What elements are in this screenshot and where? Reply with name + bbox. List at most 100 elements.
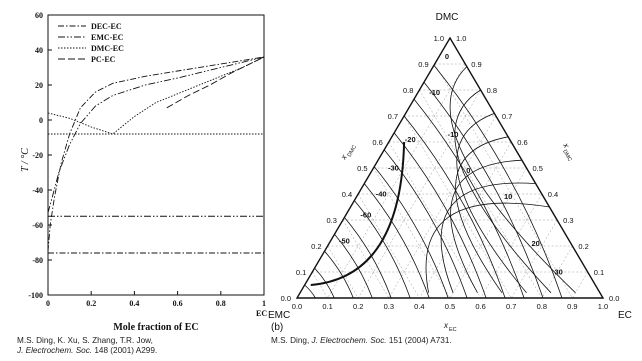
right-edge-tick: 1.0 [456, 34, 466, 43]
bottom-edge-tick: 0.3 [384, 302, 394, 311]
right-edge-tick: 0.3 [563, 216, 573, 225]
y-tick-label: 20 [35, 81, 43, 90]
left-edge-tick: 0.2 [311, 242, 321, 251]
svg-text:DMC: DMC [561, 149, 572, 163]
ternary-axis-label-right: x DMC [561, 141, 573, 163]
series-line-pc-ec [166, 56, 265, 109]
left-edge-tick: 0.9 [418, 60, 428, 69]
isotherm-line [413, 98, 525, 299]
grid-line [572, 271, 588, 299]
svg-text:x: x [443, 321, 449, 330]
bottom-edge-tick: 0.5 [445, 302, 455, 311]
series-lines [47, 56, 265, 254]
x-tick-label: 1 [262, 299, 266, 308]
right-edge-tick: 0.8 [487, 86, 497, 95]
left-edge-tick: 1.0 [434, 34, 444, 43]
isotherm-line [433, 65, 563, 299]
left-citation-line2: J. Electrochem. Soc. 148 (2001) A299. [17, 346, 157, 356]
bottom-edge-tick: 0.8 [537, 302, 547, 311]
svg-text:EC: EC [449, 327, 457, 333]
y-tick-label: 40 [35, 46, 43, 55]
isotherm-label: 20 [532, 239, 540, 248]
ternary-triangle [295, 36, 605, 299]
x-tick-label: 0.6 [173, 299, 183, 308]
isotherm-line [324, 250, 354, 299]
y-tick-label: 0 [39, 116, 43, 125]
right-edge-tick: 0.2 [578, 242, 588, 251]
y-tick-label: 60 [35, 11, 43, 20]
vertex-label-emc: EMC [268, 310, 290, 321]
right-edge-tick: 0.4 [548, 190, 558, 199]
grid-line [480, 193, 543, 299]
x-tick-label: 0 [46, 299, 50, 308]
y-tick-label: -60 [32, 221, 43, 230]
isotherm-line [454, 89, 552, 294]
isotherm-line [334, 234, 373, 299]
right-citation-details: 151 (2004) A731. [386, 336, 452, 345]
panel-label-b: (b) [271, 322, 283, 333]
ternary-axis-label-left: x DMC [338, 144, 358, 162]
right-edge-tick: 0.7 [502, 112, 512, 121]
grid-line [327, 63, 466, 299]
bottom-edge-tick: 0.6 [475, 302, 485, 311]
x-axis-title: Mole fraction of EC [113, 322, 198, 333]
series-line-dmc-ec [47, 56, 265, 135]
grid-line [312, 271, 328, 299]
left-edge-tick: 0.3 [326, 216, 336, 225]
legend-label-emc-ec: EMC-EC [91, 33, 124, 42]
grid-line [388, 115, 497, 299]
isotherm-line [423, 81, 544, 299]
grid-line [510, 219, 558, 299]
isotherm-line [456, 113, 527, 294]
bottom-edge-tick: 0.2 [353, 302, 363, 311]
grid-line [342, 219, 390, 299]
isotherm-line [393, 132, 487, 299]
isotherm-line [425, 202, 550, 293]
left-edge-tick: 0.6 [372, 138, 382, 147]
grid-line [373, 167, 451, 299]
isotherm-label: -40 [376, 190, 387, 199]
series-line-emc-ec [47, 56, 265, 213]
legend: DEC-EC EMC-EC DMC-EC PC-EC [58, 22, 124, 64]
right-edge-tick: 0.0 [609, 294, 619, 303]
bottom-edge-tick: 0.0 [292, 302, 302, 311]
y-tick-label: -100 [28, 291, 43, 300]
right-edge-tick: 0.1 [594, 268, 604, 277]
isotherm-labels: 0 -10 -20 -30 -40 -50 -60 -10 0 10 20 30 [339, 52, 563, 277]
bottom-edge-tick: 0.4 [414, 302, 424, 311]
left-citation-line1: M.S. Ding, K. Xu, S. Zhang, T.R. Jow, [17, 336, 153, 345]
isotherm-label: -30 [388, 164, 399, 173]
y-tick-label: -20 [32, 151, 43, 160]
x-axis-ticks: 0 0.2 0.4 0.6 0.8 1 [46, 291, 266, 308]
bottom-edge-tick: 0.1 [322, 302, 332, 311]
phase-diagram-chart: 60 40 20 0 -20 -40 -60 -80 -100 0 0.2 0.4 0.6 0.8 1 D… [20, 11, 267, 333]
isotherm-label: 10 [504, 192, 512, 201]
left-edge-tick: 0.1 [296, 268, 306, 277]
x-axis-end-label: EC [256, 309, 267, 318]
y-tick-label: -40 [32, 186, 43, 195]
bottom-edge-tick: 1.0 [598, 302, 608, 311]
isotherm-label: 30 [554, 268, 562, 277]
ternary-edge-ticks: 0.0 0.00.00.1 0.10.10.2 0.20.20.3 0.30.30.4 0… [281, 34, 620, 311]
isotherm-line [373, 166, 449, 299]
isotherm-line [403, 115, 506, 299]
legend-label-pc-ec: PC-EC [91, 55, 116, 64]
right-edge-tick: 0.9 [471, 60, 481, 69]
left-edge-tick: 0.8 [403, 86, 413, 95]
svg-text:x: x [338, 152, 349, 162]
left-edge-tick: 0.7 [388, 112, 398, 121]
isotherm-label: -60 [360, 210, 371, 219]
y-axis-ticks: 60 40 20 0 -20 -40 -60 -80 -100 [28, 11, 52, 300]
svg-text:DMC: DMC [347, 144, 358, 158]
isotherm-label: -10 [429, 88, 440, 97]
y-tick-label: -80 [32, 256, 43, 265]
x-tick-label: 0.4 [129, 299, 139, 308]
left-edge-tick: 0.5 [357, 164, 367, 173]
grid-line [357, 193, 420, 299]
left-citation: M.S. Ding, K. Xu, S. Zhang, T.R. Jow, J.… [17, 336, 157, 356]
y-axis-title: T / °C [20, 148, 31, 172]
left-citation-journal: J. Electrochem. Soc. [17, 346, 93, 355]
right-edge-tick: 0.6 [517, 138, 527, 147]
left-edge-tick: 0.0 [281, 294, 291, 303]
x-tick-label: 0.2 [86, 299, 96, 308]
